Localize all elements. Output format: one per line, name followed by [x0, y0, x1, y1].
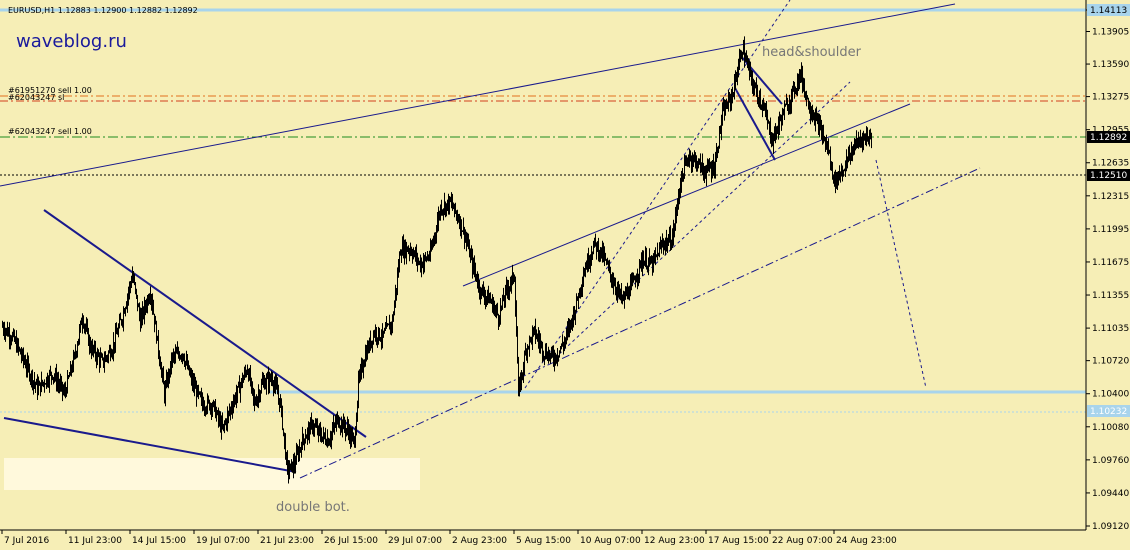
order-label-sell-1: #61951270 sell 1.00 — [8, 86, 92, 95]
time-tick-label: 29 Jul 07:00 — [388, 536, 442, 546]
time-tick-label: 22 Aug 07:00 — [772, 536, 833, 546]
price-tick-label: 1.12635 — [1092, 159, 1129, 169]
rising-dotted-2 — [554, 81, 851, 359]
price-tick-label: 1.11035 — [1092, 324, 1129, 334]
time-tick-label: 2 Aug 23:00 — [452, 536, 507, 546]
neckline-channel — [462, 103, 911, 287]
brand-logo-text: waveblog.ru — [16, 31, 127, 52]
price-tick-label: 1.09760 — [1092, 456, 1129, 466]
time-tick-label: 26 Jul 15:00 — [324, 536, 378, 546]
price-tick-label: 1.13275 — [1092, 93, 1129, 103]
price-tag-current: 1.12892 — [1090, 133, 1127, 143]
double-bottom-zone — [4, 458, 420, 490]
symbol-info: EURUSD,H1 1.12883 1.12900 1.12882 1.1289… — [8, 6, 198, 15]
time-tick-label: 10 Aug 07:00 — [580, 536, 641, 546]
annotation-double-bottom: double bot. — [276, 500, 350, 515]
price-bars — [2, 36, 872, 484]
price-tick-label: 1.09440 — [1092, 489, 1129, 499]
price-tick-label: 1.11675 — [1092, 258, 1129, 268]
price-tags: 1.14113 1.12892 1.12510 1.10232 — [1087, 4, 1130, 417]
price-tag-1.10232: 1.10232 — [1090, 407, 1127, 417]
head-shoulder-leg-1 — [734, 87, 776, 161]
order-label-sell-2: #62043247 sell 1.00 — [8, 127, 92, 136]
projection-line — [875, 159, 927, 389]
price-tick-label: 1.13590 — [1092, 60, 1129, 70]
price-tick-label: 1.12955 — [1092, 126, 1129, 136]
price-tick-label: 1.09120 — [1092, 522, 1129, 532]
channel-upper-long — [0, 3, 956, 187]
horizontal-levels — [0, 8, 1086, 413]
trend-lines — [0, 0, 981, 479]
time-tick-label: 17 Aug 15:00 — [708, 536, 769, 546]
order-labels: #61951270 sell 1.00 #62043247 sl #620432… — [8, 86, 92, 136]
time-axis: 7 Jul 2016 11 Jul 23:00 14 Jul 15:00 19 Jul… — [1, 530, 897, 546]
time-tick-label: 24 Aug 23:00 — [836, 536, 897, 546]
time-tick-label: 21 Jul 23:00 — [260, 536, 314, 546]
order-label-sl: #62043247 sl — [8, 93, 64, 102]
time-tick-label: 11 Jul 23:00 — [68, 536, 122, 546]
time-tick-label: 5 Aug 15:00 — [516, 536, 571, 546]
price-bar-series — [2, 36, 872, 484]
price-tick-label: 1.10400 — [1092, 390, 1129, 400]
time-tick-label: 7 Jul 2016 — [4, 536, 49, 546]
price-tag-1.12510: 1.12510 — [1090, 171, 1127, 181]
falling-wedge-lower — [3, 417, 297, 473]
time-tick-label: 12 Aug 23:00 — [644, 536, 705, 546]
price-tick-label: 1.11995 — [1092, 225, 1129, 235]
time-tick-label: 14 Jul 15:00 — [132, 536, 186, 546]
falling-wedge-upper — [43, 209, 367, 438]
price-tick-label: 1.10080 — [1092, 423, 1129, 433]
time-tick-label: 19 Jul 07:00 — [196, 536, 250, 546]
price-tick-label: 1.11355 — [1092, 291, 1129, 301]
price-tick-label: 1.10720 — [1092, 357, 1129, 367]
rising-dash-lower — [299, 167, 981, 479]
price-tag-1.14113: 1.14113 — [1090, 6, 1127, 16]
price-tick-label: 1.13905 — [1092, 27, 1129, 37]
price-tick-label: 1.12315 — [1092, 192, 1129, 202]
annotation-head-shoulder: head&shoulder — [762, 45, 862, 60]
